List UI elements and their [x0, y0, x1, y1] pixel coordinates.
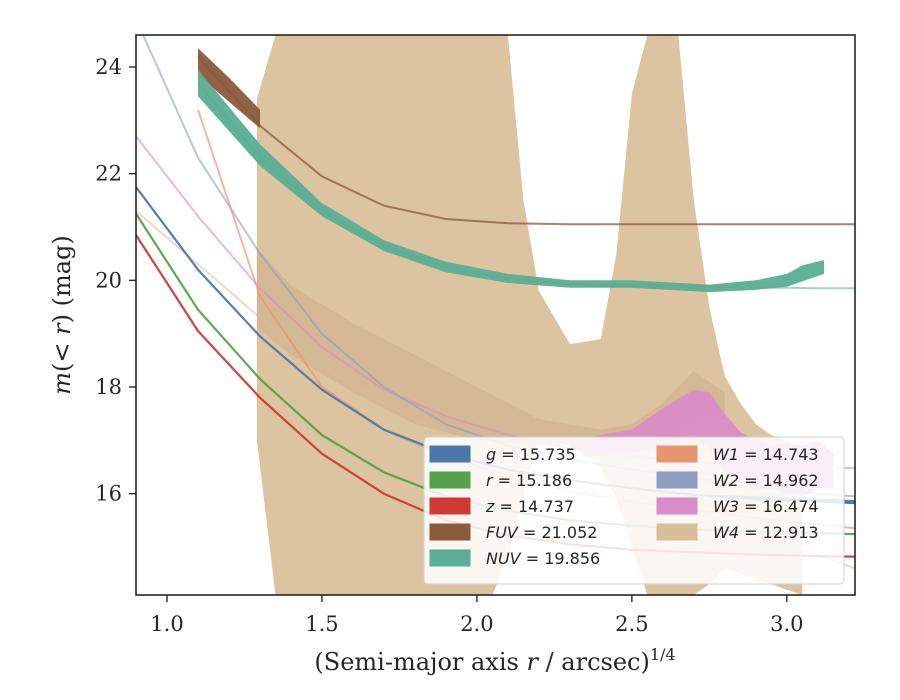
legend-swatch-r — [429, 471, 471, 489]
legend-swatch-z — [429, 497, 471, 515]
y-tick-label: 22 — [95, 162, 122, 186]
y-tick-label: 18 — [95, 375, 122, 399]
y-axis-label: m(< r) (mag) — [48, 235, 76, 395]
x-axis: 1.0 1.5 2.0 2.5 3.0 — [150, 595, 804, 636]
legend-swatch-w2 — [656, 471, 698, 489]
x-tick-label: 1.0 — [150, 612, 183, 636]
legend-box — [423, 436, 845, 585]
y-axis: 16 18 20 22 24 — [95, 55, 136, 506]
legend-label-z: z = 14.737 — [485, 497, 574, 516]
y-tick-label: 16 — [95, 482, 122, 506]
x-tick-label: 2.5 — [615, 612, 648, 636]
legend-swatch-g — [429, 445, 471, 463]
legend-label-w4: W4 = 12.913 — [713, 523, 819, 542]
y-tick-label: 20 — [95, 268, 122, 292]
legend-swatch-nuv — [429, 549, 471, 567]
legend-label-g: g = 15.735 — [486, 445, 576, 464]
legend-swatch-w3 — [656, 497, 698, 515]
legend-label-w2: W2 = 14.962 — [713, 471, 819, 490]
band-w4-inner — [256, 248, 725, 451]
x-tick-label: 1.5 — [305, 612, 338, 636]
legend-swatch-w4 — [656, 523, 698, 541]
legend-label-w3: W3 = 16.474 — [713, 497, 819, 516]
x-axis-label: (Semi-major axis r / arcsec)1/4 — [314, 645, 675, 676]
legend-label-nuv: NUV = 19.856 — [486, 549, 600, 568]
line-fuv — [197, 55, 855, 226]
legend-label-w1: W1 = 14.743 — [713, 445, 819, 464]
x-tick-label: 3.0 — [770, 612, 803, 636]
legend-label-r: r = 15.186 — [486, 471, 572, 490]
legend-swatch-fuv — [429, 523, 471, 541]
legend-swatch-w1 — [656, 445, 698, 463]
line-nuv — [197, 82, 855, 290]
x-tick-label: 2.0 — [460, 612, 493, 636]
plot-frame — [135, 34, 856, 596]
y-tick-label: 24 — [95, 55, 122, 79]
legend: g = 15.735 r = 15.186 z = 14.737 FUV = 21.0… — [423, 436, 845, 585]
legend-label-fuv: FUV = 21.052 — [486, 523, 597, 542]
